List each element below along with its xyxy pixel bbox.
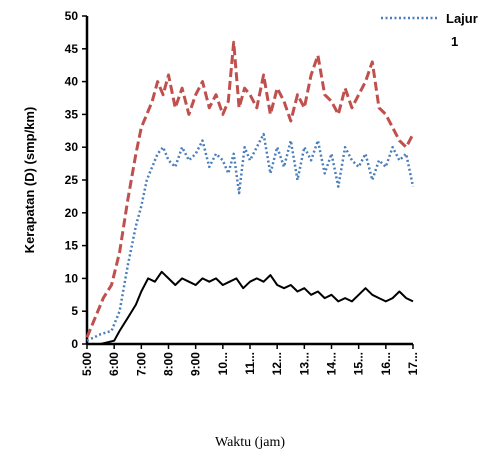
x-tick-label: 6:00 [107, 352, 121, 376]
y-tick-label: 25 [65, 173, 79, 187]
x-tick-label: 10... [216, 352, 230, 375]
x-tick-label: 14... [325, 352, 339, 375]
x-tick-label: 17... [406, 352, 420, 375]
x-axis-title: Waktu (jam) [215, 435, 285, 450]
axes-layer [82, 15, 414, 349]
x-tick-label: 15... [352, 352, 366, 375]
x-tick-label: 11... [243, 352, 257, 375]
y-tick-label: 35 [65, 107, 79, 121]
y-tick-label: 30 [65, 140, 79, 154]
y-tick-label: 40 [65, 75, 79, 89]
x-tick-label: 16... [379, 352, 393, 375]
x-tick-label: 12... [270, 352, 284, 375]
legend-label-line2: 1 [451, 34, 458, 49]
x-tick-label: 8:00 [162, 352, 176, 376]
legend-label-line1: Lajur [446, 11, 478, 26]
y-tick-label: 45 [65, 42, 79, 56]
y-tick-label: 10 [65, 271, 79, 285]
tick-labels-layer: 0 5 10 15 20 25 30 35 40 45 50 5:00 6:00 7:00 8:00 9:00… [65, 9, 420, 376]
x-tick-label: 9:00 [189, 352, 203, 376]
x-tick-label: 13... [297, 352, 311, 375]
y-tick-label: 0 [71, 337, 78, 351]
y-tick-label: 20 [65, 206, 79, 220]
x-tick-label: 7:00 [134, 352, 148, 376]
legend: Lajur 1 [381, 11, 478, 49]
x-tick-label: 5:00 [80, 352, 94, 376]
y-axis-title: Kerapatan (D) (smp/km) [22, 107, 37, 254]
series-line-lajur2 [85, 40, 415, 338]
series-layer [85, 40, 415, 345]
series-line-lajur3 [87, 270, 414, 345]
y-tick-label: 15 [65, 239, 79, 253]
series-line-lajur1 [86, 132, 415, 342]
y-tick-label: 5 [71, 304, 78, 318]
y-tick-label: 50 [65, 9, 79, 23]
